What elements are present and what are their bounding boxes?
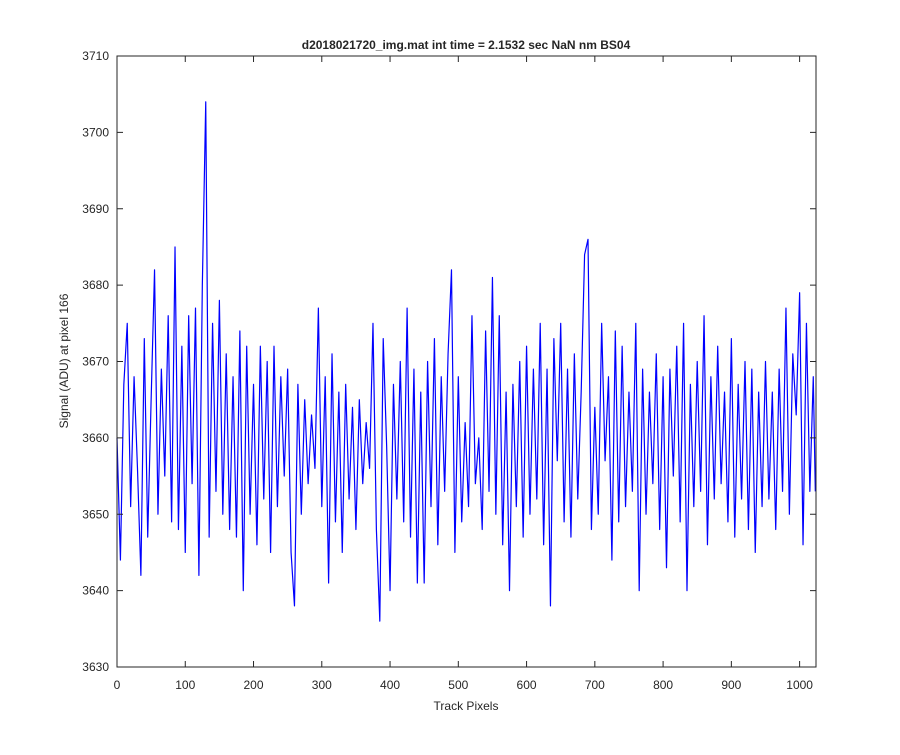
y-tick-label: 3710: [82, 49, 109, 63]
y-tick-label: 3660: [82, 431, 109, 445]
x-tick-label: 200: [244, 678, 264, 692]
chart-title: d2018021720_img.mat int time = 2.1532 se…: [302, 38, 631, 52]
x-tick-label: 500: [448, 678, 468, 692]
x-tick-label: 600: [517, 678, 537, 692]
y-tick-label: 3690: [82, 202, 109, 216]
x-tick-label: 0: [114, 678, 121, 692]
y-tick-label: 3640: [82, 584, 109, 598]
y-axis-label: Signal (ADU) at pixel 166: [57, 293, 71, 428]
x-tick-label: 800: [653, 678, 673, 692]
data-line: [116, 101, 816, 622]
x-tick-label: 400: [380, 678, 400, 692]
y-tick-label: 3630: [82, 660, 109, 674]
x-axis-label: Track Pixels: [434, 699, 499, 713]
y-tick-label: 3700: [82, 125, 109, 139]
y-tick-label: 3680: [82, 278, 109, 292]
x-tick-label: 100: [175, 678, 195, 692]
x-tick-label: 300: [312, 678, 332, 692]
y-tick-label: 3650: [82, 507, 109, 521]
x-tick-label: 900: [721, 678, 741, 692]
y-tick-label: 3670: [82, 355, 109, 369]
x-tick-label: 700: [585, 678, 605, 692]
x-tick-label: 1000: [786, 678, 813, 692]
